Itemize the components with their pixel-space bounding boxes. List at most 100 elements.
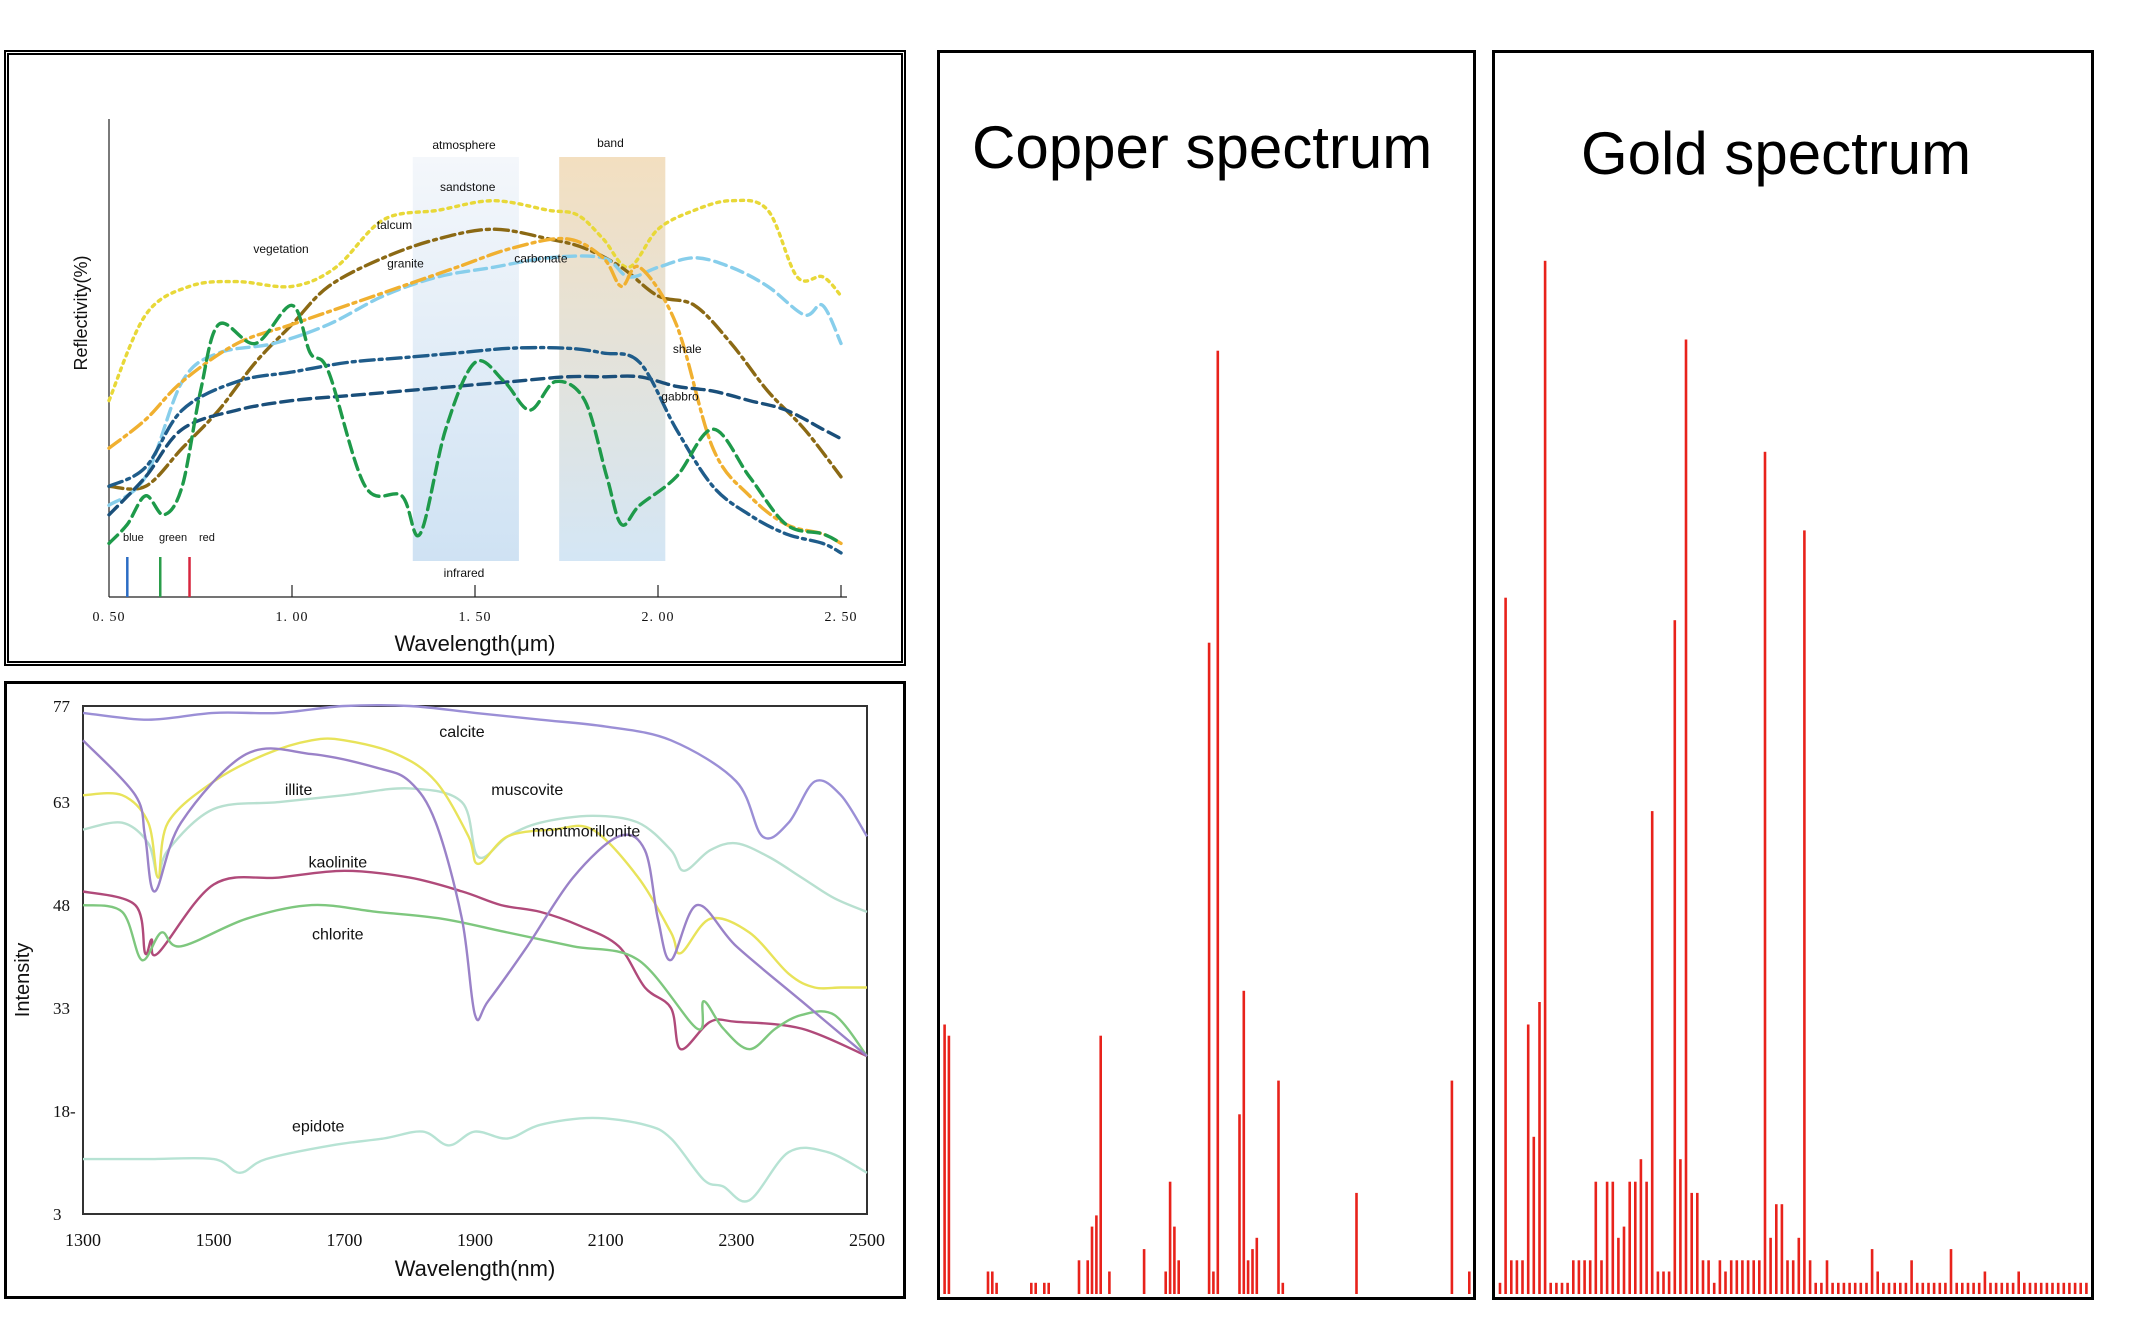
epidote-line bbox=[83, 1116, 868, 1203]
gold-bar bbox=[1566, 1282, 1569, 1294]
gold-bar bbox=[1820, 1282, 1823, 1294]
copper-bar bbox=[1047, 1282, 1050, 1294]
gold-bar bbox=[1679, 1159, 1682, 1294]
x-tick-label: 1. 50 bbox=[459, 610, 492, 625]
gold-bar bbox=[1667, 1271, 1671, 1294]
x-tick-label: 2. 00 bbox=[642, 610, 675, 625]
copper-bar bbox=[1173, 1226, 1176, 1294]
gold-bar bbox=[1549, 1282, 1552, 1294]
gold-bar bbox=[1837, 1282, 1840, 1294]
vegetation-label: vegetation bbox=[253, 242, 308, 256]
gold-bar bbox=[1735, 1260, 1739, 1294]
y-axis-label: Intensity bbox=[12, 943, 34, 1017]
copper-bar bbox=[1043, 1282, 1046, 1294]
copper-bar bbox=[1246, 1260, 1250, 1294]
montmorillonite-label: montmorillonite bbox=[532, 823, 641, 840]
gold-bar bbox=[1848, 1282, 1851, 1294]
gold-bar bbox=[1656, 1271, 1660, 1294]
gold-bar bbox=[1684, 339, 1688, 1294]
gold-bar bbox=[1600, 1260, 1603, 1294]
gold-bar bbox=[2011, 1282, 2015, 1294]
copper-bar bbox=[1164, 1271, 1167, 1294]
gold-bar bbox=[1887, 1282, 1891, 1294]
gold-bar bbox=[1893, 1282, 1896, 1294]
gold-bar bbox=[1842, 1282, 1846, 1294]
gold-bar bbox=[1938, 1282, 1942, 1294]
gold-bar bbox=[1650, 811, 1654, 1294]
gold-bar bbox=[1831, 1282, 1834, 1294]
gold-bar bbox=[2023, 1282, 2026, 1294]
chlorite-line bbox=[82, 903, 868, 1057]
x-tick-label: 2500 bbox=[849, 1230, 885, 1250]
gold-bar bbox=[1876, 1271, 1879, 1294]
gold-bar bbox=[1780, 1204, 1784, 1294]
gold-bar bbox=[1611, 1181, 1615, 1294]
gold-bar bbox=[1532, 1136, 1536, 1294]
y-tick-label: 63 bbox=[53, 793, 70, 812]
illite-label: illite bbox=[285, 782, 313, 799]
x-axis-label: Wavelength(nm) bbox=[395, 1256, 556, 1281]
copper-bar bbox=[995, 1282, 998, 1294]
x-tick-label: 1900 bbox=[457, 1230, 493, 1250]
gold-bar bbox=[1521, 1260, 1524, 1294]
blue-marker-label: blue bbox=[123, 532, 144, 544]
gold-bar bbox=[1741, 1260, 1744, 1294]
gold-bar bbox=[1515, 1260, 1519, 1294]
y-axis-label: Reflectivity(%) bbox=[71, 255, 91, 370]
copper-bar bbox=[1077, 1260, 1081, 1294]
copper-bar bbox=[1177, 1260, 1180, 1294]
gold-bar bbox=[1572, 1260, 1575, 1294]
band-region bbox=[559, 157, 666, 561]
gold-bar bbox=[1718, 1260, 1722, 1294]
gold-bar bbox=[1944, 1282, 1947, 1294]
gold-bar bbox=[2006, 1282, 2009, 1294]
copper-bar bbox=[1168, 1181, 1172, 1294]
muscovite-label: muscovite bbox=[491, 782, 563, 799]
x-tick-label: 1500 bbox=[196, 1230, 232, 1250]
copper-bar bbox=[1086, 1260, 1089, 1294]
copper-bar bbox=[1095, 1215, 1098, 1294]
epidote-label: epidote bbox=[292, 1119, 345, 1136]
montmorillonite-line bbox=[82, 739, 868, 1058]
gold-bar bbox=[2068, 1282, 2071, 1294]
copper-bar bbox=[1108, 1271, 1111, 1294]
gold-bar bbox=[1746, 1260, 1750, 1294]
x-tick-label: 0. 50 bbox=[93, 610, 126, 625]
gold-bar bbox=[1538, 1002, 1541, 1294]
copper-bar bbox=[1034, 1282, 1037, 1294]
gold-bar bbox=[1915, 1282, 1919, 1294]
gold-bar bbox=[1724, 1271, 1727, 1294]
atmosphere-band bbox=[412, 157, 519, 561]
gold-bar bbox=[2073, 1282, 2077, 1294]
gold-bar bbox=[2079, 1282, 2082, 1294]
gold-bar bbox=[1690, 1192, 1693, 1294]
gold-bar bbox=[1769, 1237, 1772, 1294]
gold-bar bbox=[1605, 1181, 1609, 1294]
atmosphere-label: atmosphere bbox=[432, 138, 496, 152]
gold-bar bbox=[1921, 1282, 1925, 1294]
gold-bar bbox=[1927, 1282, 1930, 1294]
kaolinite-label: kaolinite bbox=[308, 854, 367, 871]
granite-label: granite bbox=[387, 256, 424, 270]
gold-bar bbox=[1983, 1271, 1987, 1294]
copper-bar bbox=[1355, 1192, 1358, 1294]
copper-bar bbox=[1277, 1080, 1280, 1294]
gold-bar bbox=[1504, 597, 1507, 1294]
gold-bar bbox=[1712, 1282, 1716, 1294]
gold-bar bbox=[1555, 1282, 1558, 1294]
copper-bar bbox=[1099, 1035, 1102, 1294]
reflectivity-chart: atmosphere infrared band 0. 50 1. 00 1. 50 2. … bbox=[71, 119, 857, 656]
gold-bar bbox=[1865, 1282, 1868, 1294]
gold-bar bbox=[1707, 1260, 1710, 1294]
copper-bar bbox=[1090, 1226, 1094, 1294]
gold-bar bbox=[1594, 1181, 1598, 1294]
infrared-label: infrared bbox=[444, 566, 485, 580]
copper-bar bbox=[1251, 1249, 1254, 1294]
y-tick-label: 48 bbox=[53, 896, 70, 915]
gold-bar bbox=[1904, 1282, 1908, 1294]
gold-bar bbox=[1696, 1192, 1699, 1294]
plot-frame bbox=[82, 705, 868, 1215]
gold-spectrum-title: Gold spectrum bbox=[1581, 120, 1972, 187]
gold-bar bbox=[1825, 1260, 1829, 1294]
gold-bar bbox=[1622, 1226, 1626, 1294]
